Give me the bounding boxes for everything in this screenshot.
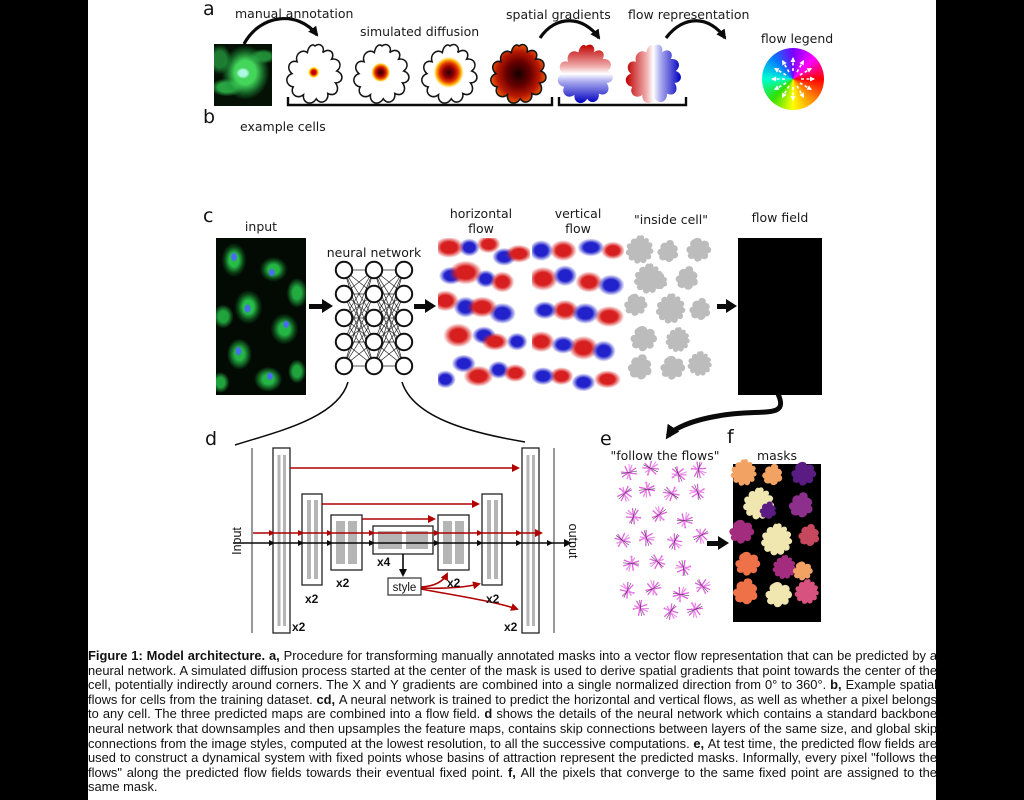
mask-outline-diffusion-step1	[283, 42, 347, 108]
simulated-diffusion-label: simulated diffusion	[360, 24, 480, 39]
vertical-flow-line1: vertical	[554, 206, 602, 221]
mask-outline-diffusion-step2	[350, 42, 414, 108]
x4-label: x4	[377, 555, 391, 569]
flow-field-cell	[738, 352, 768, 384]
flow-representation-label: flow representation	[628, 7, 750, 22]
panel-c-label: c	[203, 205, 214, 227]
horizontal-flow-line1: horizontal	[449, 206, 513, 221]
flow-field-cell	[742, 260, 774, 292]
flow-field-label: flow field	[751, 210, 809, 225]
spatial-gradients-label: spatial gradients	[506, 7, 611, 22]
x2-label: x2	[336, 576, 350, 590]
x2-label: x2	[486, 592, 500, 606]
vertical-flow-map	[532, 238, 624, 395]
flow-field-cell	[796, 268, 822, 294]
follow-the-flows-image	[611, 456, 715, 624]
flow-field-cell	[794, 360, 822, 388]
panel-f-label: f	[727, 426, 734, 448]
flow-field-cell	[796, 332, 822, 358]
flow-field-cell	[738, 322, 768, 352]
panel-b-label: b	[203, 106, 216, 128]
unet-output-label: output	[566, 524, 580, 559]
style-label: style	[393, 582, 417, 594]
flow-field-cell	[738, 238, 764, 262]
vertical-gradient-map	[554, 42, 618, 108]
manual-annotation-label: manual annotation	[235, 6, 354, 21]
flow-field-cell	[762, 238, 790, 264]
neural-network-diagram	[334, 260, 414, 376]
inside-cell-label: "inside cell"	[634, 212, 708, 227]
masks-label: masks	[756, 448, 798, 463]
arrow-flows-to-masks	[707, 536, 729, 550]
panel-d-label: d	[205, 428, 218, 450]
neural-network-label: neural network	[326, 245, 422, 260]
follow-the-flows-label: "follow the flows"	[610, 448, 720, 463]
x2-label: x2	[292, 620, 306, 634]
arrow-maps-to-flowfield	[717, 299, 737, 313]
flow-field-cell	[792, 298, 820, 326]
flow-field-cell	[770, 324, 798, 352]
flow-field-cell	[762, 290, 794, 322]
unet-input-label: Input	[230, 527, 244, 555]
mask-outline-diffusion-step3	[418, 42, 482, 108]
flow-field-image	[738, 238, 822, 395]
input-micrograph	[216, 238, 306, 395]
flow-legend-wheel	[762, 48, 824, 110]
flow-field-cell	[738, 290, 760, 318]
annotated-cell-micrograph	[214, 44, 272, 106]
horizontal-gradient-map	[622, 42, 686, 108]
inside-cell-map	[624, 235, 716, 395]
flow-legend-label: flow legend	[760, 31, 834, 46]
x2-label: x2	[305, 592, 319, 606]
horizontal-flow-map	[438, 238, 530, 395]
arrow-network-to-maps	[414, 299, 436, 313]
x2-label: x2	[504, 620, 518, 634]
vertical-flow-label: vertical flow	[538, 206, 618, 236]
masks-image	[729, 459, 821, 622]
flow-field-cell	[768, 354, 798, 384]
input-label: input	[244, 219, 278, 234]
flow-field-cell	[772, 262, 800, 290]
example-cells-label: example cells	[240, 119, 326, 134]
mask-diffusion-final	[487, 42, 551, 108]
flow-field-cell	[790, 238, 820, 264]
panel-a-label: a	[203, 0, 215, 20]
figure-caption: Figure 1: Model architecture. a, Procedu…	[88, 648, 937, 795]
vertical-flow-line2: flow	[565, 221, 591, 236]
panel-e-label: e	[600, 428, 612, 450]
horizontal-flow-line2: flow	[468, 221, 494, 236]
arrow-input-to-network	[309, 299, 333, 313]
flow-legend-arrows	[771, 57, 815, 101]
horizontal-flow-label: horizontal flow	[441, 206, 521, 236]
unet-architecture-diagram: style x2 x2 x2 x4 x2 x2 x2 Input output	[230, 447, 580, 634]
x2-label: x2	[447, 576, 461, 590]
